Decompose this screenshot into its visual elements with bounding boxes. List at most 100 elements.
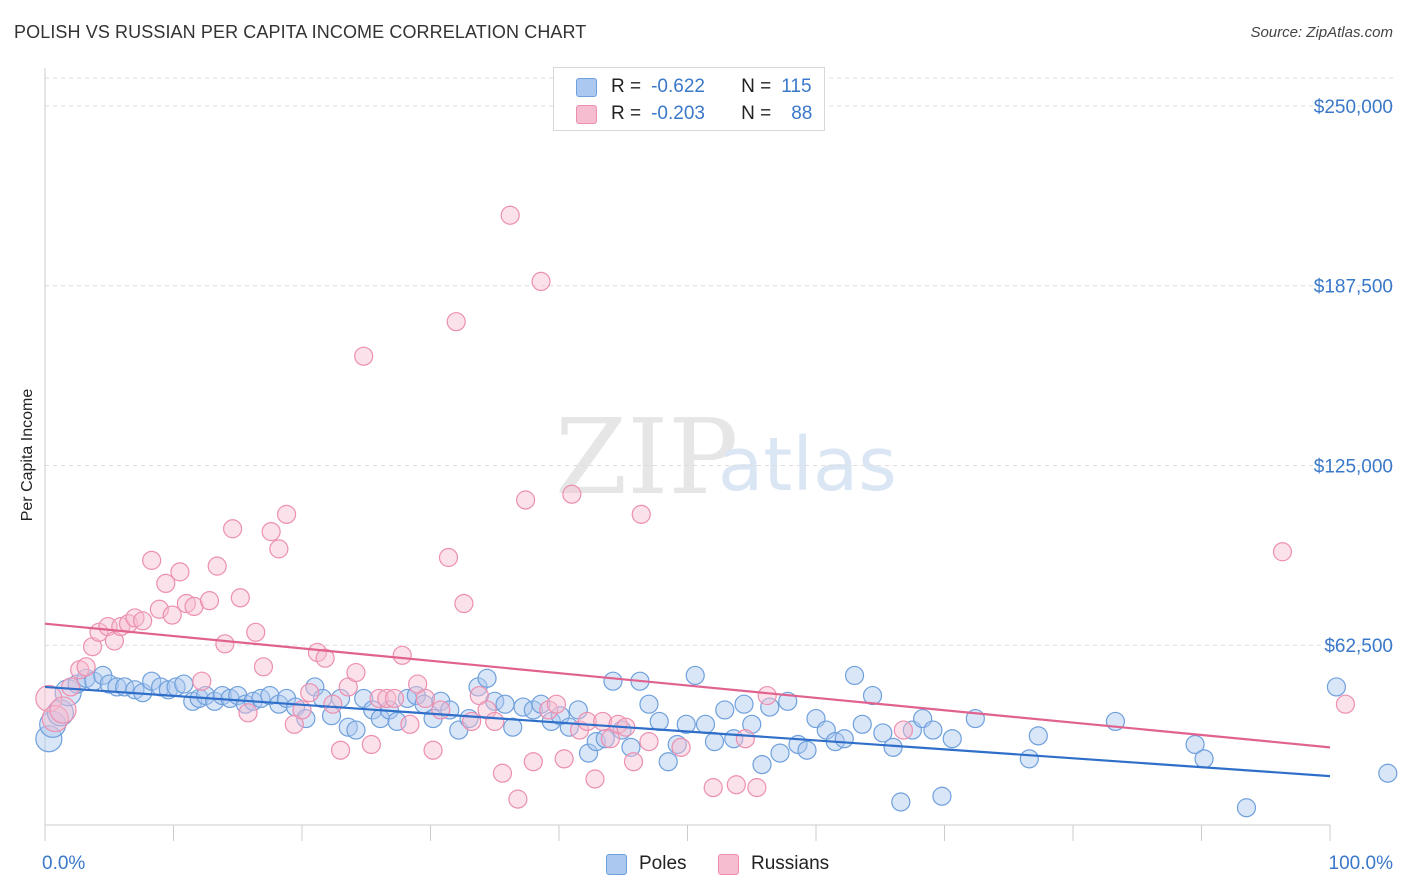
russians-n-label: N = bbox=[741, 103, 772, 124]
poles-point-75 bbox=[676, 714, 696, 734]
poles-legend-label: Poles bbox=[639, 853, 687, 874]
russians-point-41 bbox=[346, 662, 366, 683]
russians-point-0 bbox=[35, 684, 63, 713]
russians-point-37 bbox=[315, 648, 335, 668]
poles-point-95 bbox=[862, 685, 883, 706]
poles-point-56 bbox=[503, 717, 523, 737]
russians-r-value: -0.203 bbox=[651, 103, 705, 124]
russians-point-19 bbox=[176, 593, 196, 614]
russians-point-21 bbox=[192, 671, 212, 691]
russians-point-47 bbox=[392, 645, 412, 665]
russians-point-29 bbox=[253, 657, 274, 677]
russians-point-9 bbox=[104, 631, 124, 651]
russians-point-82 bbox=[726, 775, 746, 795]
axes bbox=[44, 68, 1331, 841]
russians-point-80 bbox=[671, 737, 691, 757]
russians-point-42 bbox=[354, 346, 374, 366]
poles-point-17 bbox=[174, 674, 194, 694]
russians-point-52 bbox=[431, 700, 451, 720]
russians-point-58 bbox=[477, 700, 497, 720]
poles-point-96 bbox=[873, 723, 893, 743]
russians-r-label: R = bbox=[611, 103, 642, 124]
poles-point-37 bbox=[338, 717, 358, 737]
russians-point-18 bbox=[170, 562, 190, 582]
poles-point-79 bbox=[715, 700, 735, 720]
russians-point-43 bbox=[361, 734, 381, 755]
poles-point-76 bbox=[685, 665, 705, 686]
y-tick-label-3: $250,000 bbox=[1314, 97, 1393, 118]
russians-point-46 bbox=[384, 688, 405, 709]
y-tick-label-1: $125,000 bbox=[1314, 456, 1393, 477]
poles-point-94 bbox=[852, 714, 872, 734]
poles-point-69 bbox=[621, 737, 641, 757]
russians-point-5 bbox=[76, 657, 96, 677]
russians-point-64 bbox=[523, 752, 543, 772]
russians-point-79 bbox=[639, 731, 659, 752]
russians-point-31 bbox=[269, 539, 289, 559]
poles-legend-swatch bbox=[606, 853, 627, 875]
legend-item-poles: Poles bbox=[606, 853, 687, 875]
russians-point-39 bbox=[330, 740, 351, 760]
poles-point-73 bbox=[658, 752, 678, 772]
poles-point-111 bbox=[1326, 677, 1347, 697]
russians-points bbox=[35, 205, 1356, 809]
russians-point-17 bbox=[162, 605, 182, 625]
trend-lines bbox=[44, 622, 1331, 778]
russians-legend-swatch bbox=[718, 853, 739, 875]
russians-point-77 bbox=[623, 752, 644, 772]
poles-point-21 bbox=[205, 691, 225, 711]
source-label: Source: ZipAtlas.com bbox=[1250, 24, 1393, 41]
poles-point-92 bbox=[834, 729, 854, 749]
poles-point-59 bbox=[531, 694, 551, 714]
russians-point-51 bbox=[423, 740, 443, 760]
russians-point-35 bbox=[300, 683, 320, 703]
russians-point-23 bbox=[207, 556, 227, 576]
russians-point-50 bbox=[415, 688, 435, 709]
poles-point-64 bbox=[578, 743, 599, 763]
y-tick-label-2: $187,500 bbox=[1314, 277, 1393, 298]
russians-point-84 bbox=[747, 778, 767, 798]
russians-point-60 bbox=[492, 763, 513, 783]
poles-point-86 bbox=[778, 691, 798, 711]
russians-point-1 bbox=[41, 704, 69, 733]
russians-point-62 bbox=[508, 789, 528, 809]
russians-legend-label: Russians bbox=[751, 853, 830, 874]
poles-point-38 bbox=[346, 720, 366, 740]
poles-point-55 bbox=[495, 694, 515, 714]
poles-n-value: 115 bbox=[781, 76, 812, 97]
poles-point-85 bbox=[770, 743, 790, 763]
russians-point-78 bbox=[631, 504, 651, 524]
russians-point-26 bbox=[230, 588, 250, 608]
russians-point-67 bbox=[546, 694, 567, 714]
poles-point-98 bbox=[891, 792, 911, 812]
russians-point-27 bbox=[238, 703, 258, 723]
russians-point-36 bbox=[307, 642, 328, 663]
poles-point-102 bbox=[932, 786, 952, 806]
grid-lines bbox=[45, 77, 1395, 646]
poles-point-58 bbox=[523, 700, 543, 720]
poles-point-101 bbox=[923, 720, 943, 740]
russians-point-3 bbox=[61, 677, 81, 697]
russians-point-72 bbox=[585, 769, 605, 789]
poles-point-83 bbox=[752, 754, 772, 775]
russians-point-83 bbox=[735, 729, 755, 749]
russians-point-14 bbox=[142, 550, 162, 570]
poles-trend-line bbox=[44, 685, 1331, 778]
poles-point-82 bbox=[742, 714, 762, 734]
russians-point-30 bbox=[261, 522, 281, 542]
legend-row-russians: R = -0.203 N = 88 bbox=[576, 103, 812, 125]
russians-point-6 bbox=[82, 637, 103, 657]
russians-point-2 bbox=[49, 696, 77, 724]
poles-point-33 bbox=[305, 677, 325, 697]
russians-point-25 bbox=[223, 519, 243, 539]
poles-r-label: R = bbox=[611, 76, 642, 97]
russians-point-54 bbox=[446, 312, 466, 332]
russians-point-12 bbox=[125, 608, 145, 628]
poles-points bbox=[35, 665, 1398, 818]
russians-point-32 bbox=[276, 504, 297, 524]
poles-point-97 bbox=[883, 737, 903, 757]
russians-point-85 bbox=[757, 685, 777, 706]
russians-swatch bbox=[576, 104, 597, 124]
russians-point-24 bbox=[215, 634, 235, 654]
